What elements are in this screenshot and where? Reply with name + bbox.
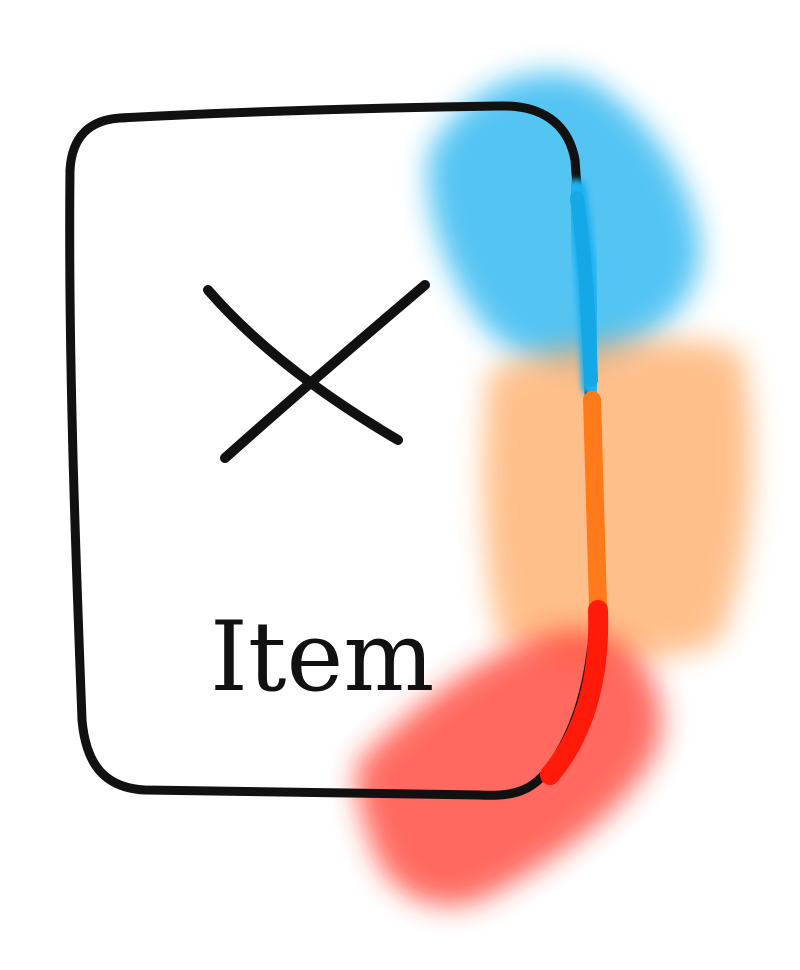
red-edge-stroke [540,600,609,785]
edge-highlights [540,179,609,785]
item-label: Item [210,601,434,713]
card-outline [65,101,600,800]
blue-glow [428,72,701,363]
cross-icon [203,280,430,463]
blue-edge-core [570,191,598,387]
orange-glow [483,339,752,659]
orange-edge-stroke [583,391,607,614]
